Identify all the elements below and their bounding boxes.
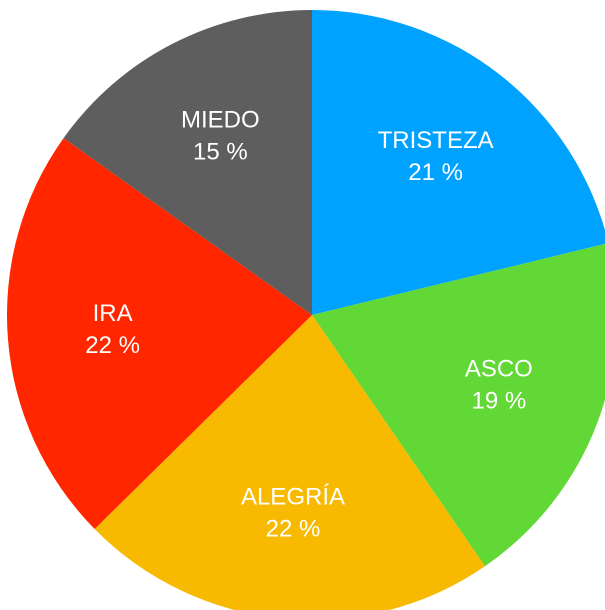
pie-slice bbox=[312, 243, 605, 567]
pie-slice bbox=[63, 9, 312, 315]
slice-value-label: 21 % bbox=[408, 159, 463, 186]
slice-label: ASCO bbox=[465, 356, 533, 383]
slice-value-label: 15 % bbox=[193, 139, 248, 166]
slice-label: MIEDO bbox=[181, 107, 260, 134]
pie-slice bbox=[312, 10, 605, 315]
pie-slice bbox=[94, 315, 485, 610]
slice-value-label: 22 % bbox=[85, 332, 140, 359]
slice-label: IRA bbox=[93, 300, 133, 327]
slice-label: TRISTEZA bbox=[378, 127, 494, 154]
pie-slice bbox=[7, 138, 312, 529]
slice-value-label: 19 % bbox=[471, 388, 526, 415]
slice-value-label: 22 % bbox=[266, 515, 321, 542]
slice-label: ALEGRÍA bbox=[241, 483, 345, 510]
